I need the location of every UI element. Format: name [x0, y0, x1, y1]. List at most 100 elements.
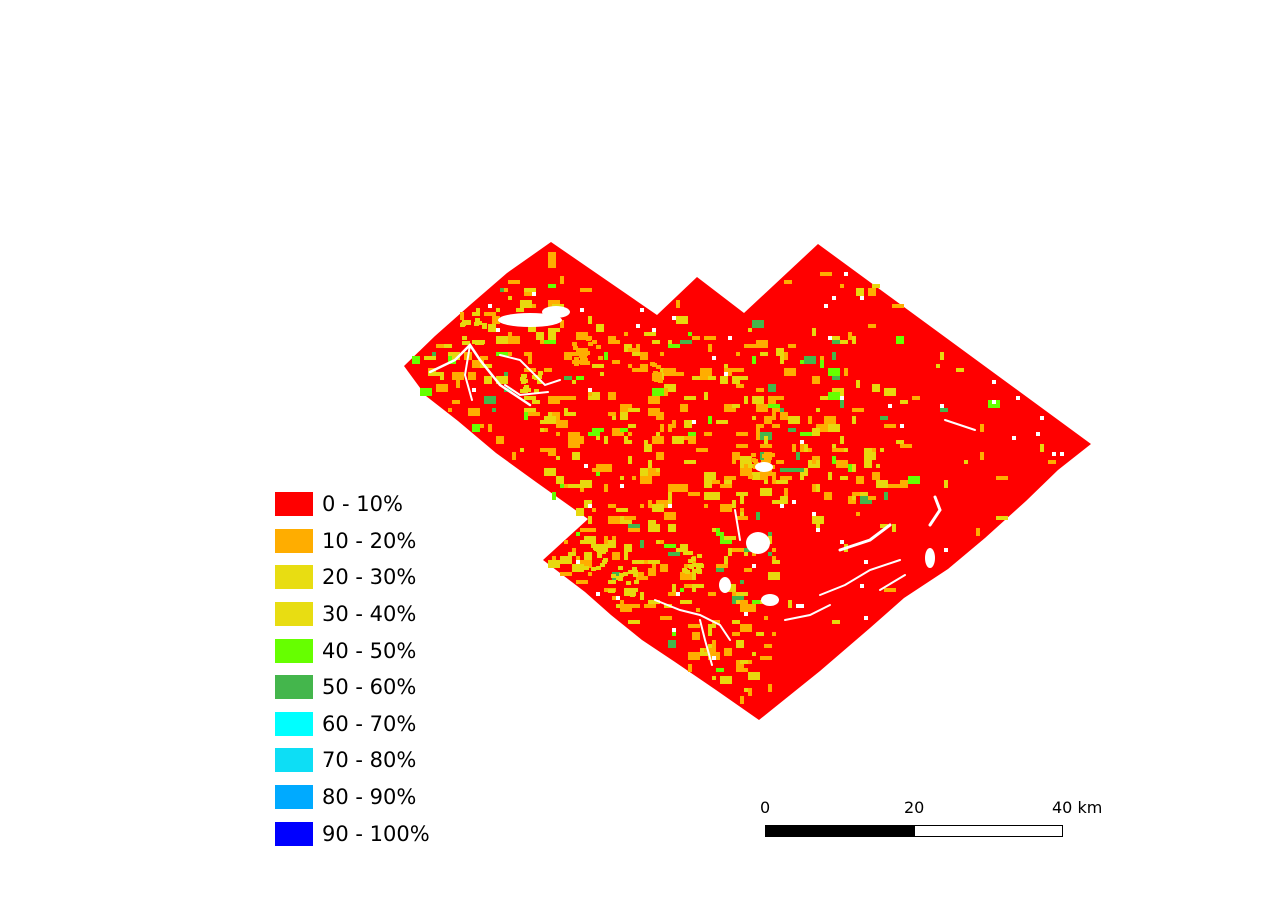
raster-cell [712, 656, 716, 660]
raster-cell [760, 352, 768, 356]
raster-cell [462, 336, 467, 340]
raster-cell [832, 444, 836, 448]
raster-cell [732, 404, 740, 408]
raster-cell [612, 552, 620, 560]
raster-cell [640, 540, 644, 548]
raster-cell [728, 336, 732, 340]
raster-cell [608, 504, 616, 508]
raster-cell [824, 304, 828, 308]
raster-cell [720, 504, 732, 512]
raster-cell [624, 552, 628, 560]
raster-cell [592, 432, 596, 436]
raster-cell [580, 528, 592, 532]
raster-cell [976, 528, 980, 536]
raster-cell [500, 288, 504, 292]
raster-cell [616, 596, 620, 600]
raster-cell [636, 324, 640, 328]
raster-cell [762, 454, 767, 458]
raster-cell [708, 628, 712, 636]
raster-cell [704, 480, 712, 488]
raster-cell [528, 412, 540, 416]
raster-cell [768, 572, 780, 580]
raster-cell [652, 504, 664, 512]
raster-cell [648, 500, 652, 508]
lake [755, 462, 773, 472]
raster-cell [618, 566, 623, 570]
raster-cell [588, 504, 592, 508]
raster-cell [544, 340, 556, 344]
raster-cell [540, 420, 552, 424]
raster-cell [524, 408, 536, 412]
raster-cell [728, 584, 736, 592]
raster-cell [860, 496, 872, 504]
raster-cell [452, 400, 460, 404]
raster-cell [704, 392, 708, 400]
raster-cell [560, 556, 572, 564]
legend-swatch [275, 639, 313, 663]
raster-cell [608, 412, 616, 416]
raster-cell [760, 656, 772, 660]
raster-cell [760, 471, 765, 475]
raster-cell [663, 369, 668, 373]
raster-cell [964, 460, 968, 464]
raster-cell [748, 688, 752, 696]
raster-cell [556, 476, 564, 484]
raster-cell [584, 288, 592, 292]
raster-cell [512, 452, 516, 460]
raster-cell [780, 504, 784, 508]
raster-cell [516, 308, 524, 312]
raster-cell [586, 337, 591, 341]
raster-cell [596, 436, 600, 440]
raster-cell [652, 328, 656, 332]
raster-cell [736, 432, 748, 436]
raster-cell [704, 648, 716, 656]
raster-cell [740, 660, 752, 664]
raster-cell [656, 412, 664, 420]
raster-cell [692, 572, 696, 580]
raster-cell [628, 524, 640, 528]
raster-cell [480, 356, 488, 360]
raster-cell [864, 452, 876, 460]
raster-cell [644, 332, 656, 336]
raster-cell [584, 566, 589, 570]
raster-cell [656, 365, 661, 369]
raster-cell [626, 592, 631, 596]
river [944, 419, 976, 431]
raster-cell [556, 420, 568, 428]
raster-cell [848, 332, 852, 340]
raster-cell [880, 416, 888, 420]
raster-cell [536, 336, 540, 340]
raster-cell [508, 352, 512, 356]
raster-cell [523, 389, 528, 393]
raster-cell [844, 368, 848, 376]
raster-cell [496, 336, 508, 344]
raster-cell [568, 552, 576, 556]
raster-cell [654, 378, 659, 382]
raster-cell [740, 468, 752, 476]
raster-cell [620, 428, 628, 432]
raster-cell [544, 416, 556, 420]
raster-cell [648, 520, 656, 524]
raster-cell [669, 369, 674, 373]
raster-cell [808, 448, 812, 452]
raster-cell [820, 396, 828, 400]
raster-cell [852, 492, 864, 496]
raster-cell [612, 360, 620, 364]
raster-cell [740, 600, 748, 608]
raster-cell [792, 444, 796, 452]
raster-cell [804, 356, 816, 364]
raster-cell [608, 516, 620, 524]
raster-cell [582, 356, 587, 360]
raster-cell [736, 592, 748, 596]
raster-cell [480, 424, 484, 428]
raster-cell [591, 567, 596, 571]
raster-cell [816, 484, 820, 492]
raster-cell [732, 460, 736, 464]
raster-cell [640, 468, 648, 476]
raster-cell [892, 524, 896, 532]
raster-cell [732, 548, 744, 552]
raster-cell [508, 332, 512, 336]
raster-cell [508, 296, 512, 300]
